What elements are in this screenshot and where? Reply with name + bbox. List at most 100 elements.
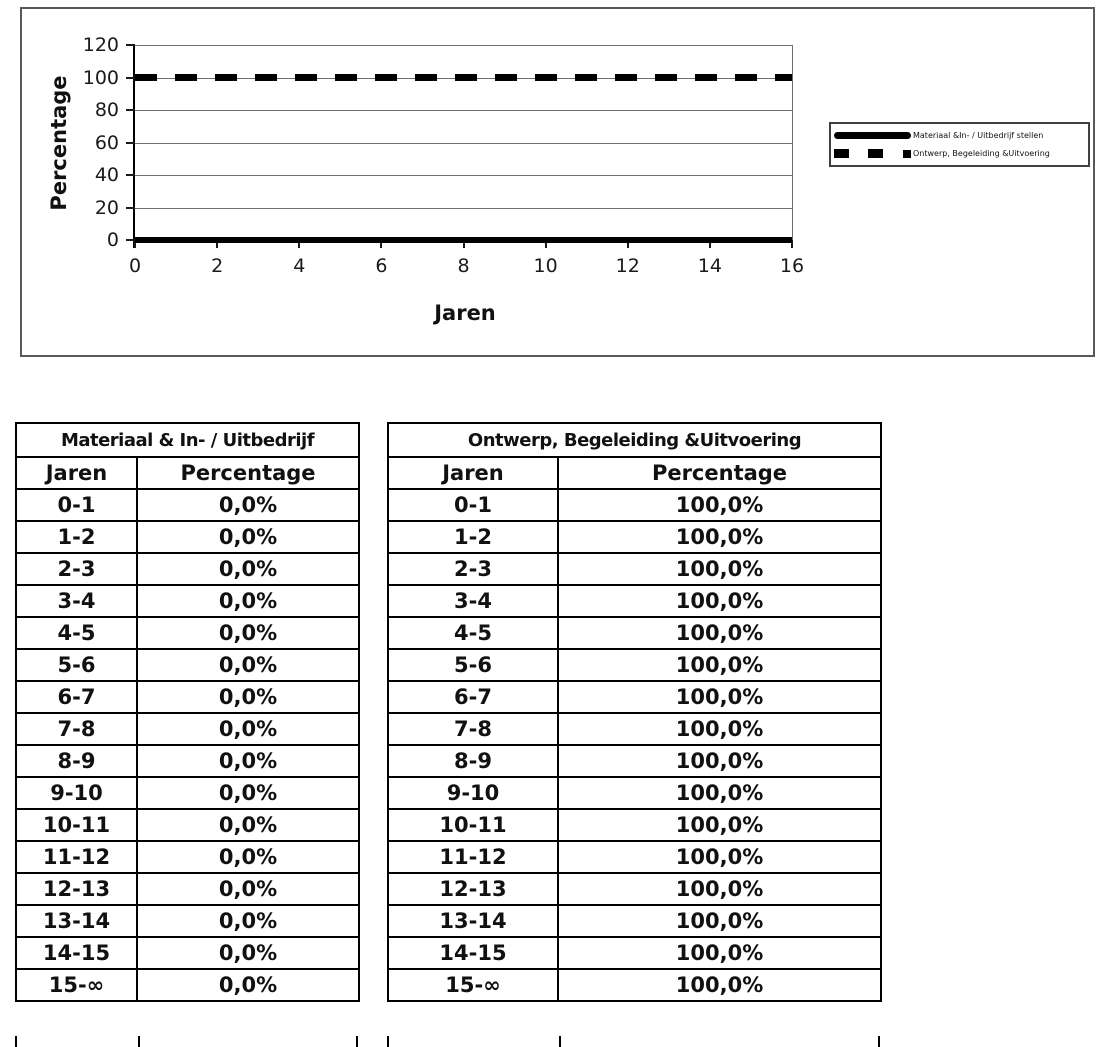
percentage-cell: 100,0% (557, 968, 882, 1002)
y-tick-label: 20 (94, 196, 119, 219)
column-header-percentage: Percentage (557, 456, 882, 490)
percentage-cell: 0,0% (136, 680, 360, 714)
y-tick-label: 100 (82, 66, 119, 89)
percentage-cell: 100,0% (557, 808, 882, 842)
y-gridline (135, 110, 792, 111)
percentage-cell: 0,0% (136, 968, 360, 1002)
table-row: 11-12 0,0% (15, 840, 360, 874)
percentage-cell: 0,0% (136, 648, 360, 682)
table-row: 7-8 0,0% (15, 712, 360, 746)
jaren-cell: 14-15 (15, 936, 138, 970)
y-axis-tick (126, 76, 135, 79)
x-tick-label: 2 (211, 255, 224, 277)
percentage-cell: 0,0% (136, 936, 360, 970)
percentage-cell: 100,0% (557, 840, 882, 874)
percentage-cell: 100,0% (557, 712, 882, 746)
x-axis-tick (216, 240, 219, 248)
percentage-cell: 0,0% (136, 616, 360, 650)
percentage-cell: 100,0% (557, 680, 882, 714)
jaren-cell: 9-10 (387, 776, 559, 810)
x-axis-tick (134, 240, 136, 248)
table-row: 12-13 0,0% (15, 872, 360, 906)
line-chart-figure: Percentage Jaren Materiaal &In- / Uitbed… (20, 7, 1095, 357)
jaren-cell: 8-9 (387, 744, 559, 778)
table-row: 0-1 100,0% (387, 488, 882, 522)
table-row: 6-7 0,0% (15, 680, 360, 714)
jaren-cell: 3-4 (15, 584, 138, 618)
table-cutoff-remnant (15, 1036, 358, 1047)
table-row: 11-12 100,0% (387, 840, 882, 874)
x-tick-label: 0 (128, 255, 142, 277)
jaren-cell: 12-13 (387, 872, 559, 906)
table-ontwerp: Ontwerp, Begeleiding &Uitvoering Jaren P… (387, 422, 882, 1002)
table-row: 9-10 100,0% (387, 776, 882, 810)
table-row: 5-6 0,0% (15, 648, 360, 682)
table-row: 1-2 0,0% (15, 520, 360, 554)
percentage-cell: 0,0% (136, 584, 360, 618)
percentage-cell: 0,0% (136, 552, 360, 586)
table-row: 6-7 100,0% (387, 680, 882, 714)
x-axis-tick (626, 240, 629, 248)
y-gridline (135, 175, 792, 176)
column-header-percentage: Percentage (136, 456, 360, 490)
table-cutoff-remnant (387, 1036, 880, 1047)
percentage-cell: 100,0% (557, 904, 882, 938)
percentage-cell: 0,0% (136, 744, 360, 778)
y-tick-label: 40 (94, 164, 119, 186)
jaren-cell: 1-2 (387, 520, 559, 554)
y-axis-tick (126, 44, 135, 46)
jaren-cell: 4-5 (15, 616, 138, 650)
jaren-cell: 14-15 (387, 936, 559, 970)
table-row: 9-10 0,0% (15, 776, 360, 810)
jaren-cell: 2-3 (387, 552, 559, 586)
legend-item: Ontwerp, Begeleiding &Uitvoering (834, 146, 1085, 162)
y-gridline (135, 45, 792, 46)
percentage-cell: 100,0% (557, 744, 882, 778)
percentage-cell: 0,0% (136, 520, 360, 554)
x-tick-label: 10 (533, 255, 558, 277)
x-tick-label: 6 (375, 255, 388, 277)
y-axis-tick (126, 206, 135, 209)
jaren-cell: 2-3 (15, 552, 138, 586)
table-row: 15-∞ 100,0% (387, 968, 882, 1002)
series-line-solid (135, 237, 792, 243)
percentage-cell: 100,0% (557, 616, 882, 650)
jaren-cell: 12-13 (15, 872, 138, 906)
table-row: 12-13 100,0% (387, 872, 882, 906)
table-row: 2-3 100,0% (387, 552, 882, 586)
jaren-cell: 15-∞ (387, 968, 559, 1002)
table-row: 15-∞ 0,0% (15, 968, 360, 1002)
y-axis-tick (126, 174, 135, 176)
percentage-cell: 100,0% (557, 520, 882, 554)
percentage-cell: 0,0% (136, 808, 360, 842)
jaren-cell: 1-2 (15, 520, 138, 554)
jaren-cell: 15-∞ (15, 968, 138, 1002)
jaren-cell: 13-14 (15, 904, 138, 938)
y-axis-tick (126, 239, 135, 241)
percentage-cell: 100,0% (557, 552, 882, 586)
y-axis-tick (126, 109, 135, 111)
percentage-cell: 0,0% (136, 872, 360, 906)
column-header-jaren: Jaren (387, 456, 559, 490)
y-gridline (135, 142, 792, 144)
table-row: 13-14 0,0% (15, 904, 360, 938)
x-axis-tick (791, 240, 793, 248)
y-tick-label: 60 (94, 131, 119, 154)
y-axis-tick (126, 141, 135, 144)
jaren-cell: 11-12 (387, 840, 559, 874)
x-axis-tick (462, 240, 465, 248)
table-row: 5-6 100,0% (387, 648, 882, 682)
legend-label: Ontwerp, Begeleiding &Uitvoering (913, 149, 1050, 159)
jaren-cell: 0-1 (387, 488, 559, 522)
legend: Materiaal &In- / Uitbedrijf stellen Ontwe… (829, 122, 1090, 167)
jaren-cell: 9-10 (15, 776, 138, 810)
percentage-cell: 0,0% (136, 488, 360, 522)
table-title-row: Ontwerp, Begeleiding &Uitvoering (387, 422, 882, 458)
jaren-cell: 8-9 (15, 744, 138, 778)
percentage-cell: 0,0% (136, 712, 360, 746)
percentage-cell: 100,0% (557, 936, 882, 970)
series-line-dashed (135, 74, 792, 81)
x-tick-label: 8 (457, 255, 470, 277)
y-tick-label: 120 (82, 34, 119, 56)
table-title-row: Materiaal & In- / Uitbedrijf (15, 422, 360, 458)
